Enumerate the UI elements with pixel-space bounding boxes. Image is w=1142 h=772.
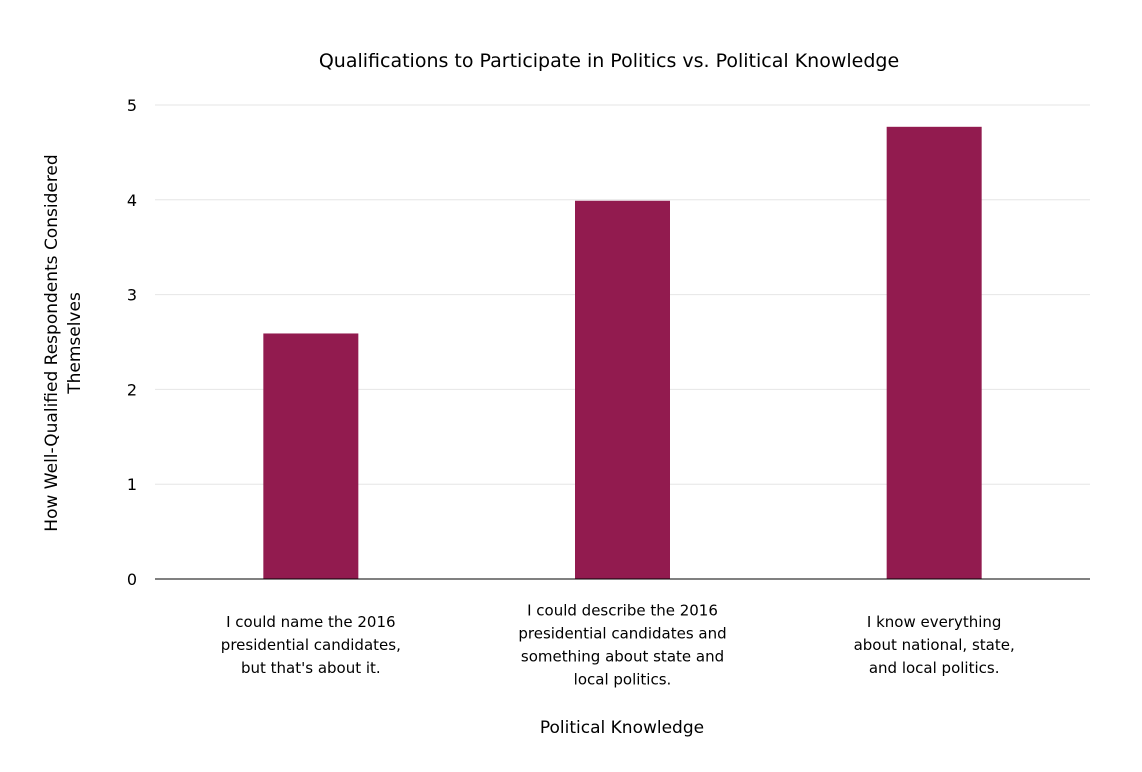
x-category-label-line: local politics.: [574, 671, 672, 689]
y-tick-label: 2: [127, 380, 137, 399]
x-category-labels: I could name the 2016 presidential candid…: [221, 602, 1015, 689]
y-tick-label: 0: [127, 570, 137, 589]
y-tick-label: 3: [127, 286, 137, 305]
y-axis-title: How Well-Qualified Respondents Considere…: [42, 154, 85, 531]
x-category-label: I could name the 2016 presidential candid…: [221, 613, 401, 677]
x-category-label: I could describe the 2016 presidential ca…: [518, 602, 726, 689]
x-category-label-line: I could name the 2016: [226, 613, 395, 631]
x-axis-title: Political Knowledge: [540, 718, 704, 738]
chart-title: Qualifications to Participate in Politic…: [319, 50, 899, 72]
x-category-label-line: I know everything: [867, 613, 1002, 631]
x-category-label-line: something about state and: [521, 648, 724, 666]
y-axis-title-line: Themselves: [65, 292, 85, 395]
y-tick-labels: 0 1 2 3 4 5: [127, 96, 137, 589]
y-axis-title-text: How Well-Qualified Respondents Considere…: [42, 154, 85, 531]
y-tick-label: 1: [127, 475, 137, 494]
bar: [575, 200, 670, 580]
y-tick-label: 5: [127, 96, 137, 115]
x-category-label-line: and local politics.: [869, 659, 1000, 677]
y-axis-title-line: How Well-Qualified Respondents Considere…: [42, 154, 62, 531]
x-category-label-line: but that's about it.: [241, 659, 381, 677]
bar: [263, 333, 359, 579]
x-category-label-line: presidential candidates,: [221, 636, 401, 654]
x-category-label: I know everything about national, state, a…: [854, 613, 1015, 677]
x-category-label-line: about national, state,: [854, 636, 1015, 654]
bars: [263, 126, 982, 580]
x-category-label-line: presidential candidates and: [518, 625, 726, 643]
bar: [886, 126, 982, 579]
y-tick-label: 4: [127, 191, 137, 210]
x-category-label-line: I could describe the 2016: [527, 602, 718, 620]
